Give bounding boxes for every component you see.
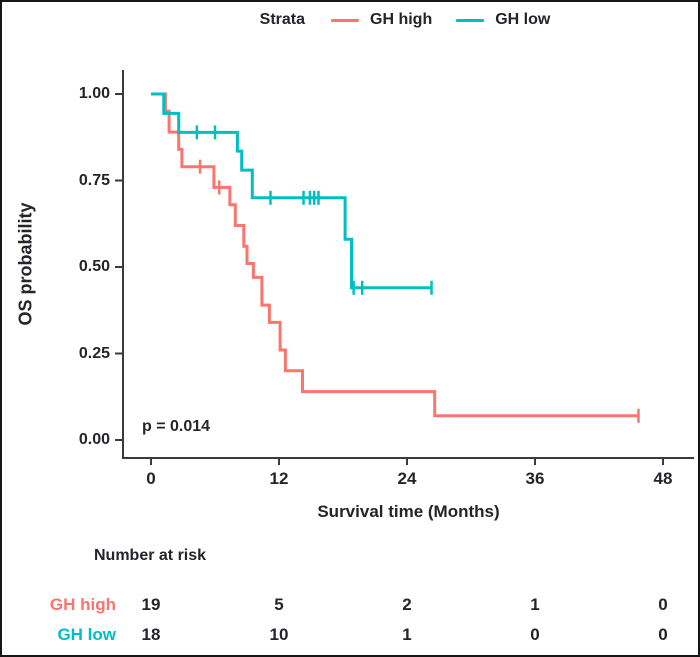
legend-key-line: [331, 18, 360, 22]
survival-curve-gh-low: [151, 92, 432, 290]
y-tick-label: 0.50: [78, 258, 110, 275]
x-tick-label: 0: [146, 469, 156, 488]
risk-count: 0: [658, 595, 668, 614]
y-axis-title: OS probability: [15, 202, 36, 326]
legend-item-gh-high: GH high: [331, 11, 432, 29]
x-tick-label: 36: [525, 469, 545, 488]
legend-item-label: GH low: [495, 11, 551, 28]
x-axis-title: Survival time (Months): [317, 502, 500, 521]
legend-item-gh-low: GH low: [456, 11, 550, 29]
y-tick-label: 0.00: [78, 431, 110, 448]
risk-count: 10: [269, 625, 289, 644]
risk-count: 5: [274, 595, 284, 614]
risk-count: 1: [402, 625, 412, 644]
risk-row-label-gh-high: GH high: [49, 595, 116, 614]
risk-row-label-gh-low: GH low: [57, 625, 116, 644]
p-value-annotation: p = 0.014: [142, 418, 211, 435]
risk-count: 0: [658, 625, 668, 644]
legend-key-line: [456, 18, 485, 22]
survival-curve-gh-high: [151, 92, 639, 418]
x-tick-label: 12: [269, 469, 289, 488]
risk-count: 18: [141, 625, 161, 644]
risk-count: 1: [530, 595, 540, 614]
y-tick-label: 0.75: [78, 171, 110, 189]
legend-item-label: GH high: [370, 11, 433, 28]
legend-items: GH high GH low: [331, 11, 550, 29]
y-tick-label: 0.25: [78, 344, 110, 362]
risk-count: 0: [530, 625, 540, 644]
legend: Strata GH high GH low: [117, 7, 693, 33]
y-tick-label: 1.00: [78, 85, 110, 102]
risk-count: 19: [141, 595, 161, 614]
legend-title: Strata: [259, 11, 306, 28]
risk-count: 2: [402, 595, 412, 614]
x-tick-label: 48: [653, 469, 673, 488]
x-tick-label: 24: [397, 469, 417, 488]
risk-table-title: Number at risk: [94, 547, 207, 564]
